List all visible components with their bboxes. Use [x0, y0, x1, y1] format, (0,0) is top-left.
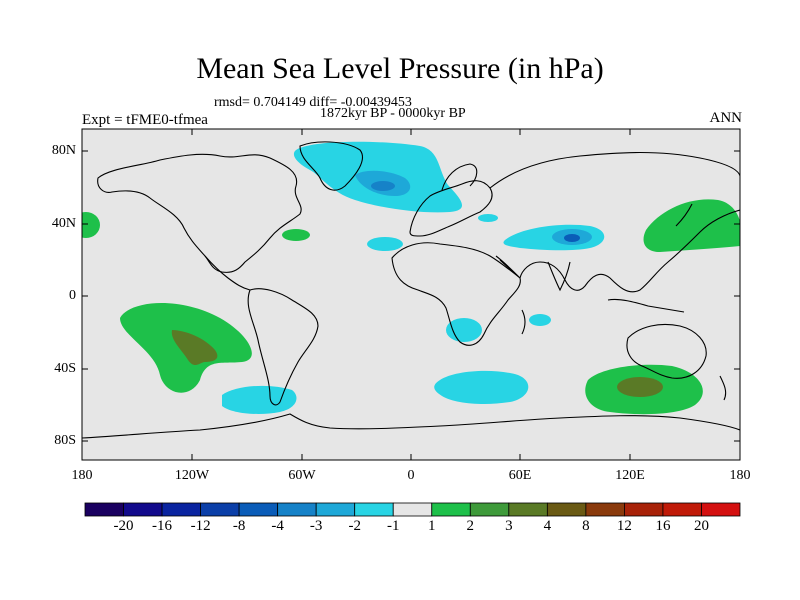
period-text: 1872kyr BP - 0000kyr BP	[320, 106, 466, 121]
coastline-india	[547, 261, 571, 292]
lat-label-0: 0	[69, 288, 76, 303]
colorbar-label: -12	[190, 518, 211, 534]
lat-label-80n: 80N	[51, 143, 76, 158]
coastline-europe	[409, 180, 493, 237]
colorbar-swatch	[277, 502, 317, 517]
axis-ticks	[82, 129, 740, 460]
stats-text: rmsd= 0.704149 diff= -0.00439453	[214, 95, 412, 110]
season-label: ANN	[709, 110, 743, 126]
coastlines	[82, 141, 740, 439]
colorbar-label: -3	[309, 518, 323, 534]
colorbar-label: 8	[582, 518, 590, 534]
colorbar-label: 1	[428, 518, 436, 534]
lon-label-60e: 60E	[508, 468, 532, 483]
coastline-central-america	[204, 255, 251, 291]
colorbar-swatch	[238, 502, 279, 517]
anomaly-south-pacific-positive-core	[171, 330, 218, 366]
colorbar-label: -8	[232, 518, 246, 534]
coastline-madagascar	[521, 309, 526, 335]
colorbar-label: -4	[271, 518, 284, 534]
colorbar-label: -16	[152, 518, 173, 534]
colorbar-swatch	[546, 502, 587, 517]
lat-label-40s: 40S	[54, 361, 76, 376]
colorbar-label: 2	[466, 518, 475, 534]
colorbar-swatch	[123, 502, 163, 517]
colorbar-swatch	[469, 502, 510, 517]
anomaly-asia-negative-core	[564, 234, 580, 242]
colorbar-swatch	[431, 502, 471, 517]
lon-label-120w: 120W	[174, 468, 210, 483]
colorbar-swatch	[354, 502, 394, 517]
lon-label-60w: 60W	[288, 468, 316, 483]
coastline-south-america	[247, 288, 319, 406]
anomaly-south-indian-positive-core	[617, 377, 663, 397]
anomaly-africa-south-negative	[446, 318, 482, 342]
colorbar-swatch	[624, 502, 664, 517]
colorbar-swatch	[315, 502, 356, 517]
colorbar-swatch	[701, 502, 741, 517]
lon-label-180e: 180	[729, 468, 751, 483]
colorbar-label: 3	[505, 518, 513, 534]
coastline-africa	[391, 242, 521, 346]
coastline-arabia	[495, 255, 521, 279]
colorbar-label: 20	[693, 518, 709, 534]
lon-label-120e: 120E	[615, 468, 645, 483]
colorbar-swatch	[200, 502, 240, 517]
anomaly-mediterranean-negative	[367, 237, 403, 251]
coastline-north-america	[97, 153, 302, 273]
coastline-asia	[489, 151, 740, 293]
colorbar-swatch	[585, 502, 625, 517]
colorbar-label: -1	[386, 518, 400, 534]
colorbar-label: 4	[543, 518, 552, 534]
lon-label-0: 0	[407, 468, 415, 483]
colorbar	[84, 502, 741, 517]
lon-label-180w: 180	[71, 468, 93, 483]
coastline-antarctica	[82, 413, 740, 439]
colorbar-swatch	[662, 502, 702, 517]
experiment-label: Expt = tFME0-tfmea	[82, 112, 208, 128]
colorbar-label: -20	[113, 518, 134, 534]
lat-label-40n: 40N	[51, 216, 76, 231]
colorbar-swatch	[84, 502, 124, 517]
coastline-japan	[675, 203, 693, 227]
colorbar-label: -2	[348, 518, 361, 534]
anomaly-north-pacific-positive	[643, 199, 740, 252]
coastline-greenland	[299, 141, 363, 191]
anomaly-atlantic-small-positive	[282, 229, 310, 241]
colorbar-swatch	[392, 502, 433, 517]
coastline-australia	[626, 323, 707, 379]
anomaly-south-atlantic-negative	[434, 370, 529, 404]
map-title: Mean Sea Level Pressure (in hPa)	[196, 52, 604, 85]
colorbar-label: 16	[655, 518, 671, 534]
colorbar-swatch	[161, 502, 201, 517]
anomaly-madagascar-negative	[529, 314, 551, 326]
anomaly-west-pacific-edge-positive	[82, 212, 100, 238]
anomaly-caspian-negative	[478, 214, 498, 222]
coastline-indonesia	[607, 298, 685, 313]
coastline-new-zealand	[719, 375, 727, 401]
lat-label-80s: 80S	[54, 433, 76, 448]
colorbar-swatch	[508, 502, 548, 517]
coastline-scandinavia	[441, 163, 478, 191]
anomaly-north-atlantic-negative-core	[371, 181, 395, 191]
anomaly-drake-passage-negative	[222, 385, 297, 414]
colorbar-label: 12	[616, 518, 632, 534]
